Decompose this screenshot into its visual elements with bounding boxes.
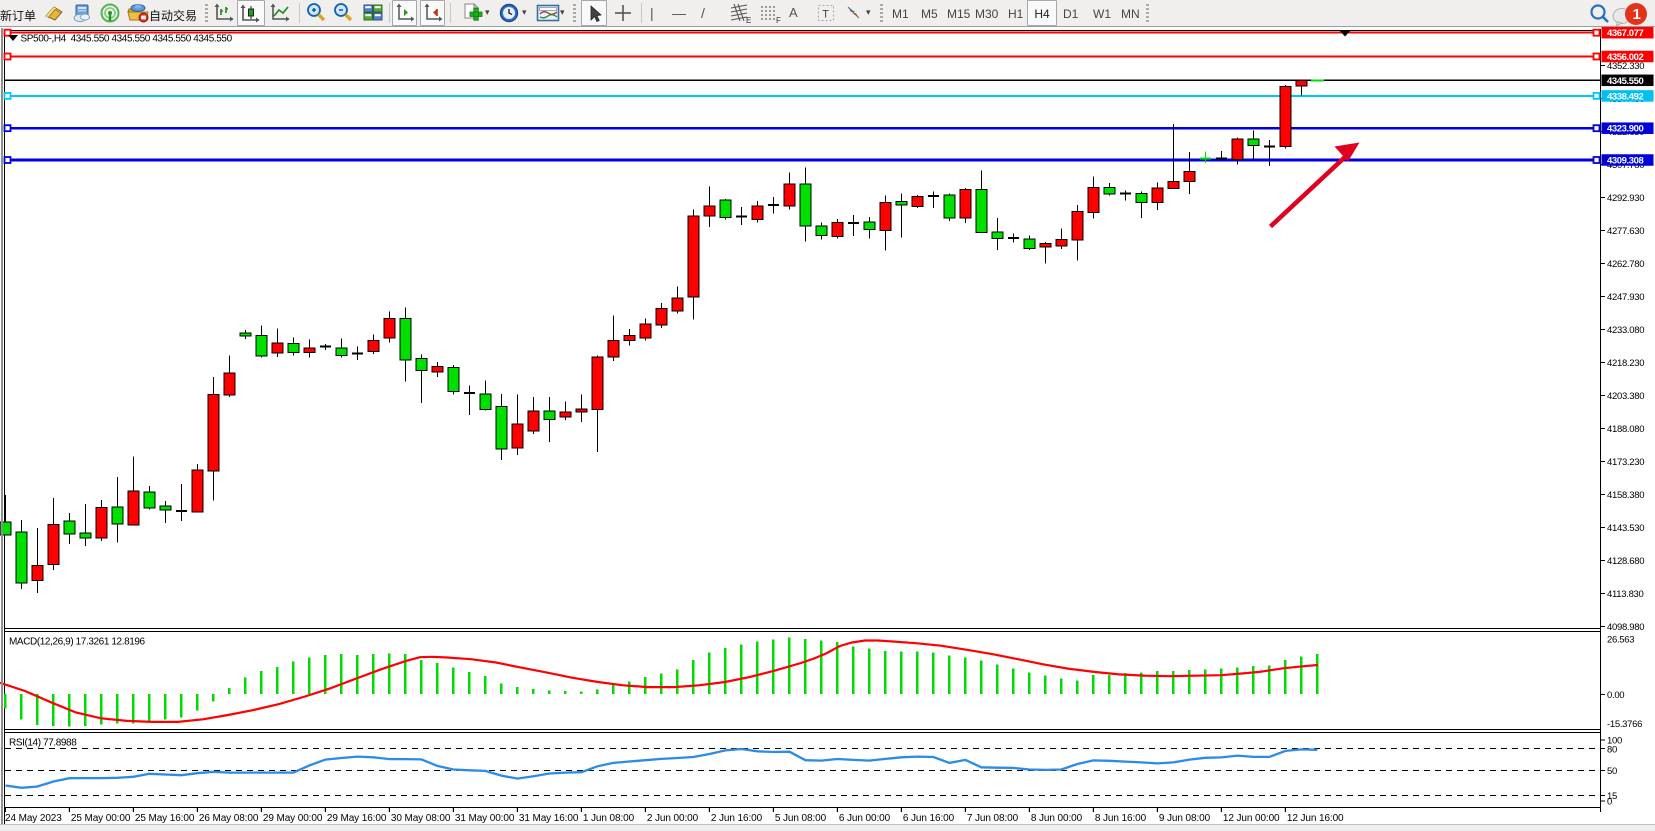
svg-text:4323.900: 4323.900 bbox=[1607, 124, 1644, 135]
svg-text:4113.830: 4113.830 bbox=[1607, 589, 1644, 600]
svg-text:-15.3766: -15.3766 bbox=[1607, 719, 1642, 730]
svg-text:29 May 16:00: 29 May 16:00 bbox=[327, 813, 387, 824]
svg-text:5 Jun 08:00: 5 Jun 08:00 bbox=[775, 813, 827, 824]
svg-text:31 May 16:00: 31 May 16:00 bbox=[519, 813, 579, 824]
svg-text:12 Jun 00:00: 12 Jun 00:00 bbox=[1223, 813, 1280, 824]
svg-text:4367.077: 4367.077 bbox=[1607, 28, 1644, 39]
svg-text:4158.380: 4158.380 bbox=[1607, 490, 1644, 501]
svg-text:50: 50 bbox=[1607, 766, 1617, 777]
svg-text:4203.380: 4203.380 bbox=[1607, 391, 1644, 402]
svg-text:4128.680: 4128.680 bbox=[1607, 556, 1644, 567]
svg-text:25 May 00:00: 25 May 00:00 bbox=[71, 813, 131, 824]
svg-text:2 Jun 00:00: 2 Jun 00:00 bbox=[647, 813, 699, 824]
svg-text:26 May 08:00: 26 May 08:00 bbox=[199, 813, 259, 824]
svg-text:4352.330: 4352.330 bbox=[1607, 61, 1644, 72]
svg-text:4338.492: 4338.492 bbox=[1607, 91, 1644, 102]
svg-text:6 Jun 00:00: 6 Jun 00:00 bbox=[839, 813, 891, 824]
svg-text:4277.630: 4277.630 bbox=[1607, 226, 1644, 237]
svg-text:80: 80 bbox=[1607, 744, 1617, 755]
svg-text:RSI(14) 77.8988: RSI(14) 77.8988 bbox=[9, 738, 77, 749]
svg-text:MACD(12,26,9) 17.3261 12.8196: MACD(12,26,9) 17.3261 12.8196 bbox=[9, 637, 146, 648]
svg-text:8 Jun 00:00: 8 Jun 00:00 bbox=[1031, 813, 1083, 824]
svg-text:4173.230: 4173.230 bbox=[1607, 457, 1644, 468]
svg-text:0: 0 bbox=[1607, 797, 1612, 808]
svg-text:0.00: 0.00 bbox=[1607, 690, 1624, 701]
svg-text:4188.080: 4188.080 bbox=[1607, 424, 1644, 435]
svg-text:12 Jun 16:00: 12 Jun 16:00 bbox=[1287, 813, 1344, 824]
svg-text:31 May 00:00: 31 May 00:00 bbox=[455, 813, 515, 824]
svg-text:1 Jun 08:00: 1 Jun 08:00 bbox=[583, 813, 635, 824]
svg-text:F: F bbox=[776, 16, 781, 24]
svg-text:4262.780: 4262.780 bbox=[1607, 259, 1644, 270]
svg-text:2 Jun 16:00: 2 Jun 16:00 bbox=[711, 813, 763, 824]
svg-text:4143.530: 4143.530 bbox=[1607, 523, 1644, 534]
svg-text:29 May 00:00: 29 May 00:00 bbox=[263, 813, 323, 824]
svg-text:4309.308: 4309.308 bbox=[1607, 156, 1644, 167]
svg-text:4233.080: 4233.080 bbox=[1607, 325, 1644, 336]
svg-text:9 Jun 08:00: 9 Jun 08:00 bbox=[1159, 813, 1211, 824]
svg-text:8 Jun 16:00: 8 Jun 16:00 bbox=[1095, 813, 1147, 824]
svg-text:T: T bbox=[822, 9, 829, 21]
svg-text:7 Jun 08:00: 7 Jun 08:00 bbox=[967, 813, 1019, 824]
svg-text:4247.930: 4247.930 bbox=[1607, 292, 1644, 303]
svg-text:4218.230: 4218.230 bbox=[1607, 358, 1644, 369]
svg-text:6 Jun 16:00: 6 Jun 16:00 bbox=[903, 813, 955, 824]
svg-text:E: E bbox=[746, 16, 751, 24]
svg-text:25 May 16:00: 25 May 16:00 bbox=[135, 813, 195, 824]
svg-text:100: 100 bbox=[1607, 736, 1622, 747]
svg-text:24 May 2023: 24 May 2023 bbox=[5, 813, 62, 824]
svg-text:4356.002: 4356.002 bbox=[1607, 52, 1644, 63]
svg-text:30 May 08:00: 30 May 08:00 bbox=[391, 813, 451, 824]
svg-text:SP500-,H4 4345.550 4345.550 4: SP500-,H4 4345.550 4345.550 4345.550 434… bbox=[21, 34, 233, 45]
svg-text:4292.930: 4292.930 bbox=[1607, 193, 1644, 204]
svg-text:26.563: 26.563 bbox=[1607, 635, 1634, 646]
svg-text:15: 15 bbox=[1607, 791, 1617, 802]
svg-text:4098.980: 4098.980 bbox=[1607, 622, 1644, 633]
svg-text:4345.550: 4345.550 bbox=[1607, 76, 1644, 87]
svg-text:1: 1 bbox=[1633, 6, 1641, 23]
